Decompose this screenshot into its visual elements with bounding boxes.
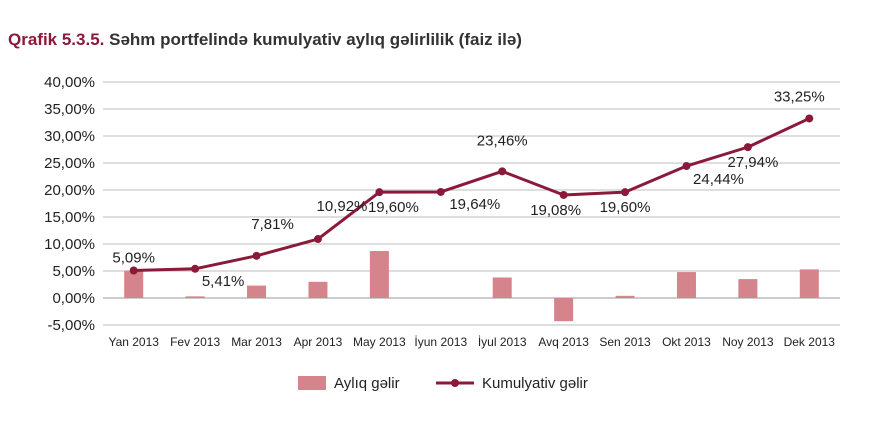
x-tick-label: Okt 2013 — [662, 335, 711, 349]
line-point — [129, 266, 138, 275]
line-point — [498, 167, 507, 176]
x-tick-label: İyul 2013 — [478, 335, 527, 349]
bar — [615, 295, 635, 298]
x-tick-label: May 2013 — [353, 335, 406, 349]
data-label: 5,41% — [202, 273, 245, 290]
data-label: 19,08% — [530, 202, 581, 219]
bar — [308, 281, 328, 298]
x-axis: Yan 2013 Fev 2013 Mar 2013 Apr 2013 May 2013… — [108, 335, 835, 349]
y-tick-label: 15,00% — [44, 209, 95, 226]
bar — [799, 269, 819, 298]
chart-title: Qrafik 5.3.5. Səhm portfelində kumulyati… — [8, 30, 522, 50]
data-label: 23,46% — [477, 132, 528, 149]
line-point — [252, 251, 261, 260]
line-point — [743, 143, 752, 152]
data-label: 27,94% — [727, 154, 778, 171]
data-label: 19,64% — [449, 196, 500, 213]
line-series — [129, 114, 814, 275]
legend-swatch-bar — [298, 376, 326, 390]
x-tick-label: Avq 2013 — [538, 335, 589, 349]
grid-lines — [103, 81, 840, 326]
legend-label-bar: Aylıq gəlir — [334, 375, 400, 392]
legend: Aylıq gəlir Kumulyativ gəlir — [298, 375, 588, 392]
legend-marker — [451, 379, 459, 387]
x-tick-label: Noy 2013 — [722, 335, 774, 349]
y-tick-label: 25,00% — [44, 155, 95, 172]
data-label: 5,09% — [112, 250, 155, 267]
x-tick-label: İyun 2013 — [414, 335, 467, 349]
x-tick-label: Sen 2013 — [599, 335, 651, 349]
data-label: 10,92% — [317, 198, 368, 215]
y-tick-label: 5,00% — [52, 263, 95, 280]
line-point — [682, 162, 691, 171]
data-label: 33,25% — [774, 88, 825, 105]
bar — [124, 270, 144, 298]
y-tick-label: 10,00% — [44, 236, 95, 253]
data-label: 19,60% — [600, 199, 651, 216]
bar — [492, 277, 512, 298]
chart-title-prefix: Qrafik 5.3.5. — [8, 30, 105, 49]
y-tick-label: 30,00% — [44, 128, 95, 145]
bar — [247, 285, 267, 298]
x-tick-label: Apr 2013 — [294, 335, 343, 349]
data-label: 19,60% — [368, 199, 419, 216]
line-path — [133, 117, 810, 273]
line-point — [436, 187, 445, 196]
line-point — [191, 264, 200, 273]
bar — [676, 272, 696, 298]
y-tick-label: -5,00% — [47, 317, 95, 334]
bar — [738, 279, 758, 298]
line-point — [375, 188, 384, 197]
x-tick-label: Dek 2013 — [784, 335, 836, 349]
x-tick-label: Fev 2013 — [170, 335, 220, 349]
chart-title-text: Səhm portfelində kumulyativ aylıq gəlirl… — [109, 30, 522, 49]
line-point — [559, 190, 568, 199]
y-tick-label: 40,00% — [44, 74, 95, 91]
bar — [554, 298, 574, 322]
x-tick-label: Yan 2013 — [108, 335, 159, 349]
y-axis: -5,00% 0,00% 5,00% 10,00% 15,00% 20,00% 25,00%… — [44, 74, 95, 334]
y-tick-label: 20,00% — [44, 182, 95, 199]
line-point — [313, 235, 322, 244]
x-tick-label: Mar 2013 — [231, 335, 282, 349]
y-tick-label: 35,00% — [44, 101, 95, 118]
line-point — [805, 114, 814, 123]
data-label: 24,44% — [693, 171, 744, 188]
bar — [185, 296, 205, 298]
data-label: 7,81% — [251, 216, 294, 233]
y-tick-label: 0,00% — [52, 290, 95, 307]
bar — [369, 251, 389, 298]
bar-series — [124, 251, 819, 322]
line-point — [621, 188, 630, 197]
data-labels: 5,09%5,41%7,81%10,92% 19,60% 19,64%23,46%1… — [112, 88, 824, 289]
legend-label-line: Kumulyativ gəlir — [482, 375, 588, 392]
